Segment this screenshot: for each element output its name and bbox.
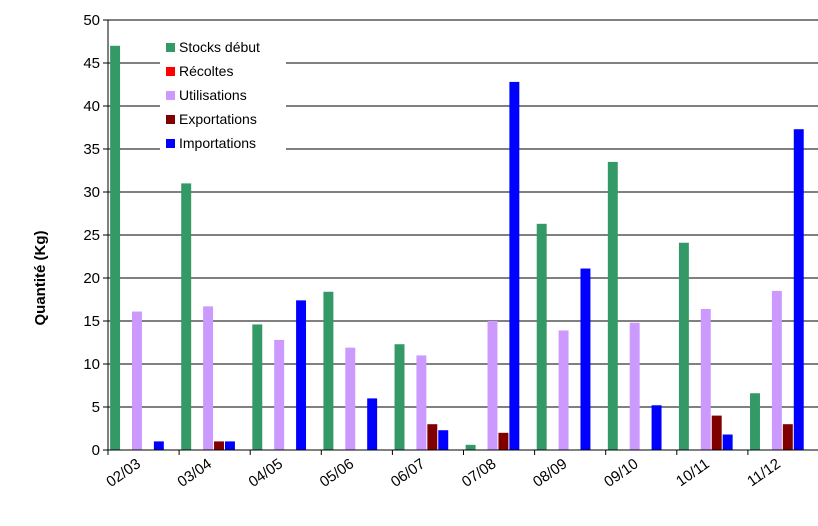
- bar-utilisations-06-07: [416, 355, 427, 450]
- legend-entry-label: Utilisations: [179, 87, 247, 103]
- bar-importations-08-09: [580, 268, 591, 450]
- y-tick-label: 50: [83, 12, 100, 29]
- x-tick-label: 03/04: [174, 455, 215, 490]
- bar-importations-10-11: [722, 434, 733, 450]
- bar-exportations-11-12: [782, 424, 793, 450]
- y-tick-label: 25: [83, 227, 100, 244]
- bar-utilisations-07-08: [487, 321, 498, 450]
- bar-exportations-03-04: [214, 441, 224, 450]
- bar-stocks-d-but-09-10: [607, 161, 618, 450]
- bar-stocks-d-but-11-12: [750, 393, 760, 450]
- bar-stocks-d-but-07-08: [465, 444, 476, 450]
- x-tick-label: 10/11: [673, 455, 713, 490]
- bar-stocks-d-but-08-09: [536, 223, 547, 450]
- y-tick-label: 15: [83, 313, 100, 330]
- bar-importations-03-04: [224, 441, 235, 450]
- bar-utilisations-05-06: [345, 347, 356, 450]
- bar-importations-07-08: [509, 81, 520, 451]
- bars: [110, 45, 804, 451]
- x-tick-label: 04/05: [246, 455, 287, 490]
- legend-entry-label: Récoltes: [179, 63, 233, 79]
- x-tick-label: 08/09: [530, 455, 571, 490]
- bar-importations-09-10: [651, 405, 662, 450]
- legend-entry-label: Importations: [179, 135, 256, 151]
- x-tick-label: 09/10: [601, 455, 642, 490]
- legend: Stocks début Récoltes Utilisations Exportat…: [160, 36, 286, 158]
- bar-importations-02-03: [153, 441, 164, 450]
- y-tick-label: 20: [83, 270, 100, 287]
- bar-stocks-d-but-04-05: [252, 324, 263, 450]
- legend-swatch: [166, 67, 175, 76]
- y-tick-label: 30: [83, 184, 100, 201]
- y-tick-label: 35: [83, 141, 100, 158]
- bar-importations-04-05: [296, 300, 307, 450]
- bar-utilisations-10-11: [700, 308, 711, 450]
- bar-utilisations-09-10: [629, 322, 640, 450]
- bar-importations-05-06: [367, 398, 378, 450]
- y-axis-label: Quantité (Kg): [32, 231, 49, 326]
- y-tick-label: 10: [83, 356, 100, 373]
- bar-exportations-07-08: [498, 432, 509, 450]
- legend-swatch: [166, 91, 175, 100]
- bar-stocks-d-but-06-07: [394, 344, 405, 450]
- legend-entry-label: Exportations: [179, 111, 257, 127]
- legend-box: [160, 36, 286, 158]
- bar-stocks-d-but-02-03: [110, 45, 121, 451]
- legend-swatch: [166, 43, 175, 52]
- bar-utilisations-11-12: [771, 290, 782, 450]
- legend-swatch: [166, 115, 175, 124]
- y-tick-label: 45: [83, 55, 100, 72]
- bar-utilisations-08-09: [558, 330, 569, 450]
- bar-exportations-10-11: [711, 415, 722, 450]
- bar-stocks-d-but-10-11: [678, 242, 689, 450]
- bar-importations-11-12: [793, 129, 804, 450]
- x-tick-label: 06/07: [388, 455, 429, 490]
- bar-utilisations-03-04: [203, 306, 214, 450]
- y-tick-label: 5: [92, 399, 100, 416]
- x-tick-label: 11/12: [744, 455, 784, 490]
- bar-stocks-d-but-05-06: [323, 291, 334, 450]
- legend-entry-label: Stocks début: [179, 39, 260, 55]
- y-tick-label: 40: [83, 98, 100, 115]
- y-tick-label: 0: [92, 442, 100, 459]
- x-tick-label: 05/06: [317, 455, 358, 490]
- x-tick-label: 07/08: [459, 455, 500, 490]
- bar-importations-06-07: [438, 430, 449, 450]
- bar-stocks-d-but-03-04: [181, 183, 192, 450]
- x-tick-label: 02/03: [103, 455, 144, 490]
- bar-exportations-06-07: [427, 424, 438, 450]
- bar-utilisations-04-05: [274, 339, 285, 450]
- bar-utilisations-02-03: [132, 311, 142, 450]
- legend-swatch: [166, 139, 175, 148]
